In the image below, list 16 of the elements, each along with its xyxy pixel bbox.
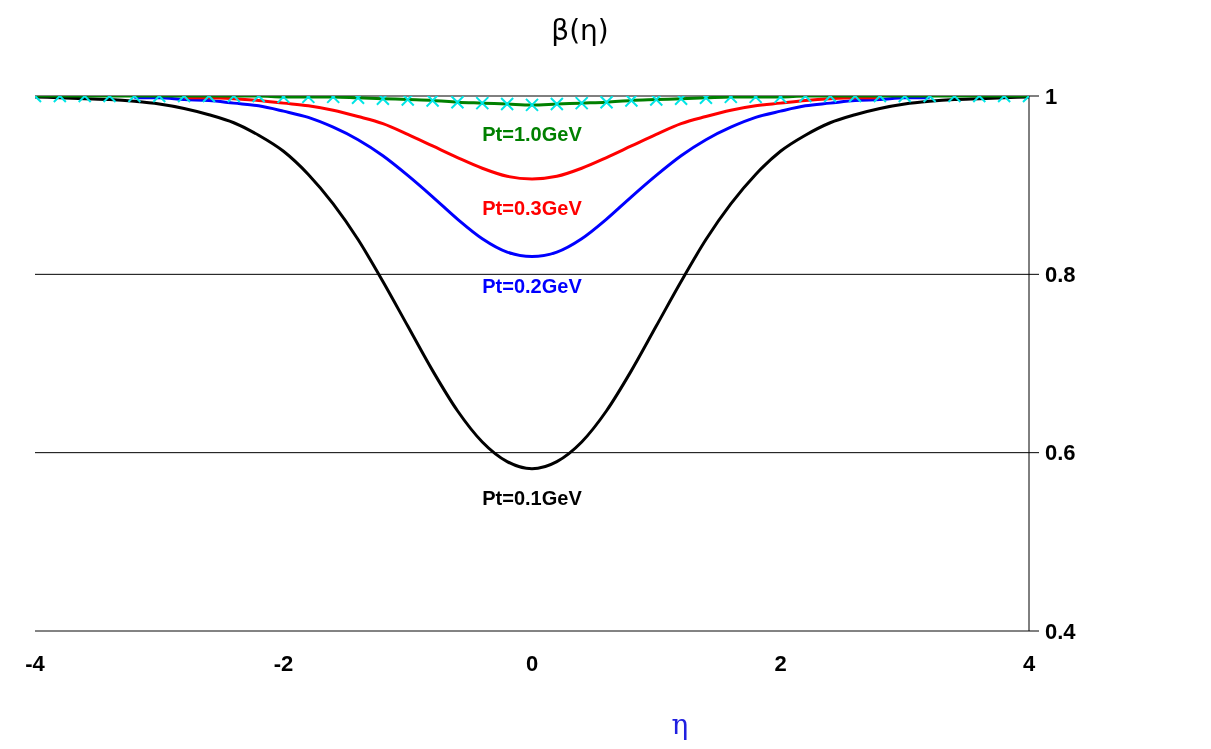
y-tick-label: 1 (1045, 83, 1058, 109)
y-tick-label: 0.8 (1045, 262, 1076, 288)
y-tick-label: 0.4 (1045, 618, 1077, 644)
y-tick-label: 0.6 (1045, 440, 1076, 466)
x-axis-title: η (670, 708, 690, 741)
series-label: Pt=0.2GeV (482, 274, 583, 297)
chart-title: β(η) (550, 14, 610, 47)
x-tick-label: 4 (1022, 650, 1036, 676)
series-label: Pt=0.1GeV (482, 486, 583, 509)
x-tick-label: 0 (525, 650, 539, 676)
series-label: Pt=1.0GeV (482, 122, 583, 145)
x-tick-label: -4 (25, 650, 46, 676)
line-series (132, 96, 932, 258)
series-label: Pt=0.3GeV (482, 196, 583, 219)
x-tick-label: 2 (774, 650, 787, 676)
x-tick-label: -2 (273, 650, 294, 676)
